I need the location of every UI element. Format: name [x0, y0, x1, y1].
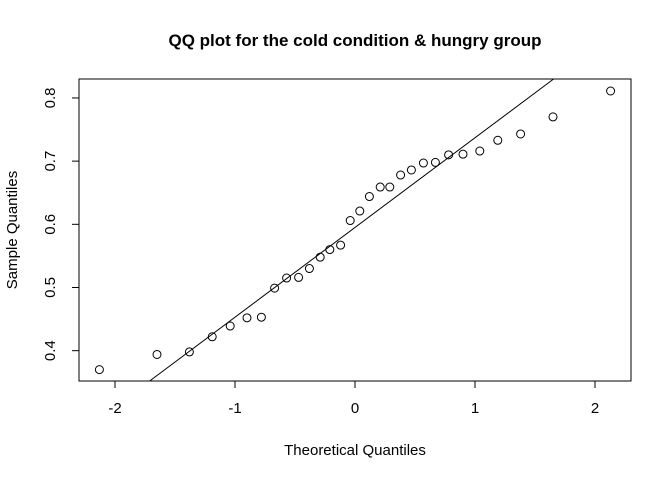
reference-line	[149, 78, 554, 382]
data-point	[94, 365, 104, 375]
data-point	[493, 135, 503, 145]
data-point	[207, 332, 217, 342]
y-axis: 0.4 0.5 0.6 0.7 0.8	[42, 88, 79, 361]
data-point	[184, 347, 194, 357]
data-point	[444, 150, 454, 160]
x-tick-label: 1	[471, 400, 479, 417]
y-axis-label: Sample Quantiles	[4, 171, 21, 289]
data-point	[418, 158, 428, 168]
data-point	[396, 170, 406, 180]
data-point	[385, 182, 395, 192]
data-point	[475, 146, 485, 156]
x-tick-label: 0	[351, 400, 359, 417]
data-point	[270, 283, 280, 293]
data-point	[364, 192, 374, 202]
chart-title: QQ plot for the cold condition & hungry …	[168, 31, 541, 50]
data-point	[430, 157, 440, 167]
data-point	[282, 273, 292, 283]
y-tick-label: 0.6	[42, 214, 59, 235]
data-point	[355, 206, 365, 216]
x-tick-label: 2	[591, 400, 599, 417]
plot-area-frame	[78, 78, 632, 382]
y-tick-label: 0.8	[42, 88, 59, 109]
data-point	[304, 264, 314, 274]
x-tick-label: -1	[228, 400, 241, 417]
data-point	[406, 165, 416, 175]
y-tick-label: 0.7	[42, 151, 59, 172]
data-point	[458, 149, 468, 159]
data-point	[516, 129, 526, 139]
data-point	[325, 245, 335, 255]
data-point	[606, 86, 616, 96]
data-point	[336, 240, 346, 250]
data-point	[152, 349, 162, 359]
data-point	[315, 252, 325, 262]
x-tick-label: -2	[108, 400, 121, 417]
x-axis: -2 -1 0 1 2	[108, 381, 599, 417]
reference-line-group	[149, 78, 554, 382]
data-point	[345, 216, 355, 226]
data-point	[294, 272, 304, 282]
data-point	[548, 112, 558, 122]
data-point	[256, 312, 266, 322]
data-point	[225, 321, 235, 331]
data-points	[94, 86, 616, 375]
x-axis-label: Theoretical Quantiles	[284, 442, 426, 459]
y-tick-label: 0.5	[42, 277, 59, 298]
data-point	[375, 182, 385, 192]
y-tick-label: 0.4	[42, 340, 59, 361]
data-point	[242, 313, 252, 323]
